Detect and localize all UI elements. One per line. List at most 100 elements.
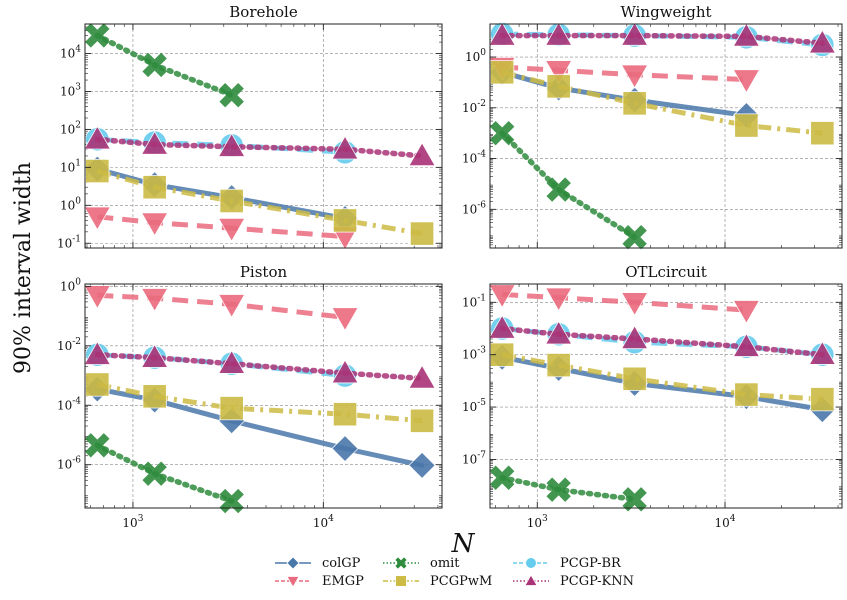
data-point xyxy=(217,132,246,157)
data-point xyxy=(622,366,647,391)
legend-entry-omit: omit xyxy=(383,556,460,571)
data-point xyxy=(732,22,761,47)
data-point xyxy=(409,408,435,433)
data-point xyxy=(732,300,761,324)
panel-piston: Piston 10-6 10-4 10-2 100 103 104 xyxy=(57,263,443,530)
panels: Borehole 10-1 100 101 102 103 104 Wingweight 10-… xyxy=(57,3,843,530)
data-point xyxy=(85,372,110,397)
panel-title: OTLcircuit xyxy=(625,263,707,281)
tick-labels: 10-6 10-4 10-2 100 xyxy=(462,24,842,248)
series-emgp xyxy=(488,56,761,94)
y-tick-label: 10-1 xyxy=(462,293,486,309)
data-point xyxy=(620,325,649,350)
axes-frame xyxy=(84,283,443,509)
data-point xyxy=(546,74,571,99)
y-tick-label: 10-4 xyxy=(462,150,486,166)
y-tick-label: 100 xyxy=(465,48,486,64)
series-emgp xyxy=(488,284,761,324)
y-tick-label: 10-6 xyxy=(462,200,486,216)
data-point xyxy=(490,60,515,85)
legend-marker xyxy=(286,576,300,588)
legend-marker xyxy=(524,574,538,586)
legend-label: colGP xyxy=(322,556,361,571)
series-pcgp-knn xyxy=(488,21,837,54)
y-tick-label: 10-2 xyxy=(57,337,81,353)
data-point xyxy=(83,125,112,150)
tick-labels: 10-6 10-4 10-2 100 103 104 xyxy=(57,277,442,530)
series-omit xyxy=(489,120,647,250)
series-emgp xyxy=(83,285,359,332)
data-point xyxy=(83,285,112,310)
series-omit xyxy=(85,23,244,108)
data-point xyxy=(408,451,436,479)
data-point xyxy=(408,142,436,167)
series-group xyxy=(488,21,837,250)
data-point xyxy=(85,433,110,458)
data-point xyxy=(546,477,571,502)
data-point xyxy=(331,434,359,463)
series-group xyxy=(488,284,837,512)
data-point xyxy=(219,188,244,214)
panel-title: Wingweight xyxy=(620,3,711,21)
y-tick-label: 10-1 xyxy=(57,234,81,250)
series-colgp xyxy=(488,343,836,424)
axes-frame xyxy=(489,23,843,249)
legend-entry-pcgp-knn: PCGP-KNN xyxy=(513,574,634,589)
tick-labels: 10-7 10-5 10-3 10-1 103 104 xyxy=(462,284,842,530)
legend-label: PCGP-KNN xyxy=(560,574,634,589)
data-point xyxy=(217,349,246,374)
data-point xyxy=(142,461,167,486)
series-line xyxy=(97,136,346,155)
data-point xyxy=(140,212,169,237)
data-point xyxy=(546,353,571,378)
data-point xyxy=(83,340,112,365)
y-tick-label: 100 xyxy=(60,277,81,293)
data-point xyxy=(734,382,759,407)
data-point xyxy=(83,206,112,231)
legend-marker xyxy=(286,556,300,570)
data-point xyxy=(734,113,759,138)
data-point xyxy=(622,224,647,250)
legend-marker xyxy=(525,557,537,569)
data-point xyxy=(140,130,169,155)
legend-marker xyxy=(395,575,407,587)
data-point xyxy=(408,364,436,389)
data-point xyxy=(217,294,246,319)
data-point xyxy=(808,29,837,54)
data-point xyxy=(331,135,359,160)
panel-title: Borehole xyxy=(229,3,298,21)
series-pcgp-knn xyxy=(83,340,436,389)
figure-ylabel: 90% interval width xyxy=(11,162,36,374)
panel-title: Piston xyxy=(240,263,288,281)
tick-labels: 10-1 100 101 102 103 104 xyxy=(57,24,442,250)
data-point xyxy=(142,384,167,409)
y-tick-label: 103 xyxy=(60,82,81,98)
data-point xyxy=(140,288,169,312)
legend-entry-colgp: colGP xyxy=(275,556,361,571)
data-point xyxy=(140,343,169,368)
data-point xyxy=(488,314,516,339)
legend-label: PCGPwM xyxy=(430,574,492,589)
x-tick-label: 104 xyxy=(313,514,334,530)
panel-wingweight: Wingweight 10-6 10-4 10-2 100 xyxy=(462,3,843,250)
data-point xyxy=(544,60,573,85)
series-pcgpwm xyxy=(85,158,435,246)
data-point xyxy=(546,177,571,202)
data-point xyxy=(544,287,573,312)
series-line xyxy=(97,214,346,240)
grid xyxy=(85,24,442,248)
y-tick-label: 10-3 xyxy=(462,346,486,362)
data-point xyxy=(808,340,837,365)
data-point xyxy=(331,359,359,384)
series-line xyxy=(499,325,826,358)
axes-frame xyxy=(84,23,443,249)
data-point xyxy=(85,158,110,184)
data-point xyxy=(488,21,516,46)
series-pcgpwm xyxy=(490,342,835,412)
data-point xyxy=(219,82,244,108)
data-point xyxy=(142,52,167,78)
data-point xyxy=(622,91,647,116)
panel-borehole: Borehole 10-1 100 101 102 103 104 xyxy=(57,3,443,251)
data-point xyxy=(219,396,244,421)
series-pcgp-br xyxy=(85,342,358,388)
